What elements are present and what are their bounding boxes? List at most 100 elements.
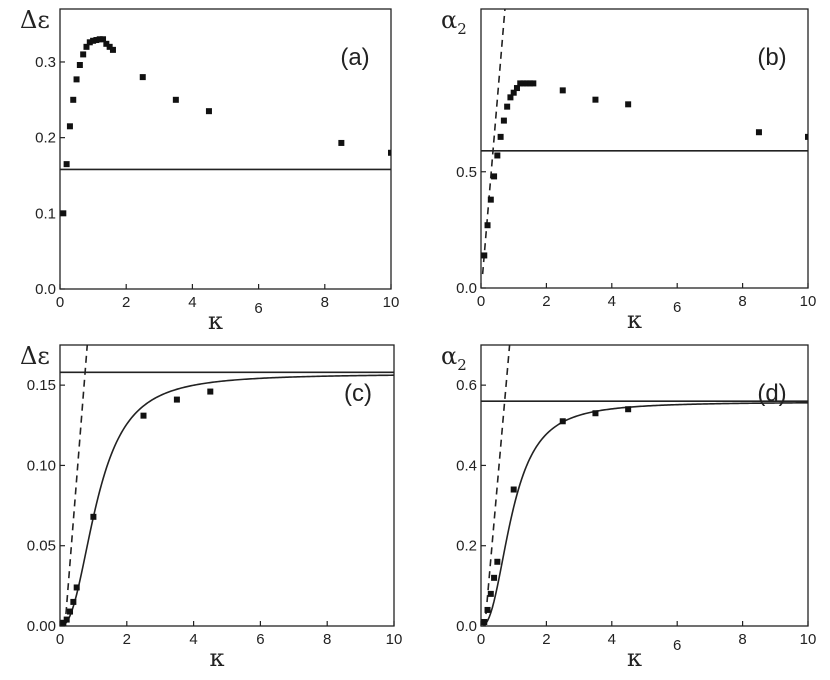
data-point xyxy=(90,513,97,520)
data-point xyxy=(172,96,179,103)
x-tick-label: 10 xyxy=(800,631,817,648)
data-point xyxy=(494,152,501,159)
data-point xyxy=(93,37,100,44)
y-tick-label: 0.1 xyxy=(35,205,56,222)
data-point xyxy=(66,123,73,130)
plot-area xyxy=(481,9,808,275)
data-point xyxy=(140,412,147,419)
y-axis-label-main: Δε xyxy=(20,6,50,34)
plot-area xyxy=(481,345,808,626)
data-point xyxy=(497,133,504,140)
data-point xyxy=(481,252,488,259)
y-tick-label: 0.15 xyxy=(27,377,56,394)
y-tick-label: 0.3 xyxy=(35,54,56,71)
fit-curve xyxy=(61,374,394,626)
data-point xyxy=(70,96,77,103)
data-point xyxy=(338,139,345,146)
y-tick-label: 0.10 xyxy=(27,457,56,474)
x-tick-label: 2 xyxy=(123,631,131,648)
data-point xyxy=(63,161,70,168)
data-point xyxy=(559,418,566,425)
x-tick-label: 6 xyxy=(256,631,264,648)
data-point xyxy=(487,590,494,597)
y-tick-label: 0.00 xyxy=(27,618,56,635)
x-tick-label-six: 6 xyxy=(254,300,262,317)
data-point xyxy=(507,94,514,101)
fit-curve xyxy=(482,401,808,626)
data-point xyxy=(513,85,520,92)
x-tick-label: 4 xyxy=(188,294,196,311)
x-tick-label: 8 xyxy=(321,294,329,311)
data-point xyxy=(103,40,110,47)
data-point xyxy=(559,87,566,94)
data-point xyxy=(481,618,488,625)
data-point xyxy=(484,222,491,229)
y-tick-label: 0.2 xyxy=(35,130,56,147)
data-point xyxy=(510,89,517,96)
plot-frame xyxy=(59,344,395,627)
x-tick-label: 4 xyxy=(189,631,197,648)
dashed-asymptote-line xyxy=(481,9,506,275)
x-tick-label: 8 xyxy=(738,631,746,648)
data-point xyxy=(592,96,599,103)
y-tick-label: 0.4 xyxy=(456,457,477,474)
data-point xyxy=(527,80,534,87)
data-point xyxy=(523,80,530,87)
data-point xyxy=(755,129,762,136)
data-point xyxy=(484,606,491,613)
data-point xyxy=(625,406,632,413)
x-axis-label: κ xyxy=(627,306,642,334)
plot-area xyxy=(60,36,391,217)
x-tick-label: 4 xyxy=(608,631,616,648)
x-axis-label: κ xyxy=(627,644,642,672)
y-tick-label: 0.05 xyxy=(27,538,56,555)
data-point xyxy=(500,117,507,124)
data-point xyxy=(625,101,632,108)
data-point xyxy=(80,51,87,58)
panel-label: (a) xyxy=(340,44,369,71)
y-tick-label: 0.0 xyxy=(35,281,56,298)
y-axis-label: α2 xyxy=(441,342,467,374)
data-point xyxy=(83,43,90,50)
x-tick-label: 8 xyxy=(738,293,746,310)
y-axis-label: α2 xyxy=(441,6,467,38)
x-tick-label-six: 6 xyxy=(673,637,681,654)
data-point xyxy=(73,584,80,591)
data-point xyxy=(491,574,498,581)
x-axis-label: κ xyxy=(210,644,225,672)
plot-frame xyxy=(480,8,809,289)
panel-a: 0 2 4 8 10 0.0 0.1 0.2 0.3 Δε κ 6 (a) xyxy=(20,6,399,335)
x-axis-label: κ xyxy=(208,307,223,335)
x-tick-label: 0 xyxy=(477,293,485,310)
panel-c: 0 2 4 6 8 10 0.00 0.05 0.10 0.15 Δε κ (c) xyxy=(20,342,402,672)
data-point xyxy=(592,410,599,417)
panel-label: (b) xyxy=(757,44,786,71)
x-tick-label: 10 xyxy=(383,294,400,311)
data-point xyxy=(70,598,77,605)
y-axis-label: Δε xyxy=(20,6,50,34)
y-tick-label: 0.5 xyxy=(456,164,477,181)
data-point xyxy=(139,74,146,81)
x-tick-label: 0 xyxy=(477,631,485,648)
x-tick-label: 10 xyxy=(386,631,403,648)
y-tick-label: 0.6 xyxy=(456,377,477,394)
plot-frame xyxy=(59,8,392,290)
data-point xyxy=(805,133,808,140)
x-tick-label: 0 xyxy=(56,294,64,311)
data-point xyxy=(109,46,116,53)
data-point xyxy=(388,149,391,156)
data-point xyxy=(67,608,74,615)
plot-area xyxy=(60,345,394,626)
dashed-asymptote-line xyxy=(64,345,89,626)
x-tick-label: 4 xyxy=(608,293,616,310)
data-point xyxy=(520,80,527,87)
x-tick-label: 8 xyxy=(323,631,331,648)
data-point xyxy=(491,173,498,180)
data-point xyxy=(86,39,93,46)
x-tick-label: 0 xyxy=(56,631,64,648)
x-tick-label: 2 xyxy=(122,294,130,311)
data-point xyxy=(517,80,524,87)
y-axis-label: Δε xyxy=(20,342,50,370)
